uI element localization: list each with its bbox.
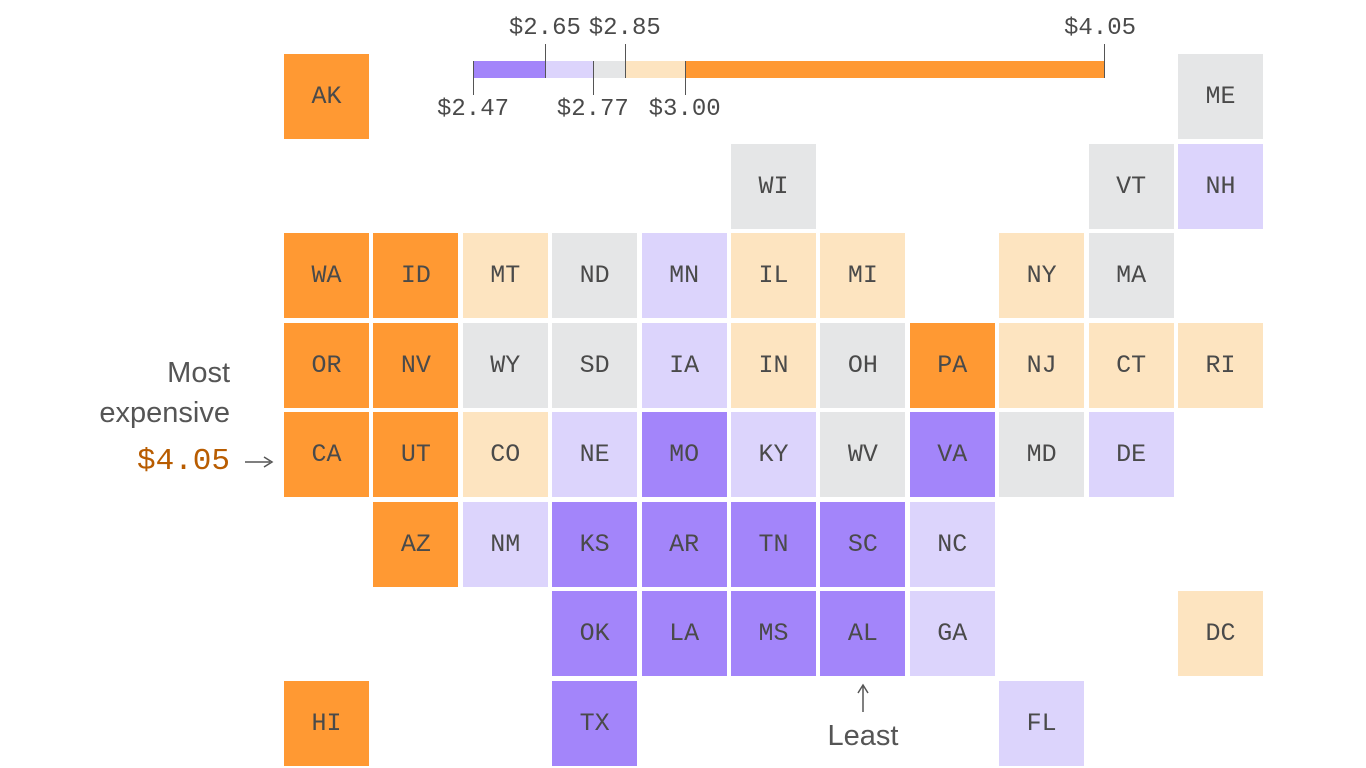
tile-md: MD [999,412,1085,497]
tile-id: ID [373,233,459,318]
tile-wv: WV [820,412,906,497]
legend-label: $4.05 [1063,15,1137,42]
tile-ms: MS [731,591,816,676]
most-expensive-label-2: expensive [99,397,230,429]
legend-tick [473,61,474,95]
legend-tick [592,61,594,95]
tile-nh: NH [1178,143,1263,229]
tile-nm: NM [462,501,548,587]
tile-dc: DC [1178,591,1263,676]
tile-ia: IA [641,322,727,408]
legend-tick [1104,44,1105,78]
tile-sd: SD [552,322,638,408]
tile-ga: GA [909,591,995,676]
least-expensive-label: Least [827,720,899,752]
legend-label: $2.47 [436,96,510,123]
tile-va: VA [909,412,995,497]
arrow-up-icon [857,683,869,712]
tile-or: OR [284,322,369,408]
tile-ut: UT [373,412,459,497]
tile-mn: MN [641,233,727,318]
tile-ks: KS [552,501,638,587]
legend-label: $2.85 [588,15,661,42]
legend-segment [473,61,545,78]
legend-segment [684,61,1104,78]
tile-co: CO [462,412,548,497]
tile-ok: OK [552,591,638,676]
tile-in: IN [731,322,816,408]
tile-ny: NY [999,233,1085,318]
tile-nd: ND [552,233,638,318]
tile-ky: KY [731,412,816,497]
legend-label: $3.00 [648,96,721,123]
tile-fl: FL [999,680,1085,766]
tile-ak: AK [284,54,369,139]
legend-label: $2.65 [508,15,581,42]
tile-wy: WY [462,322,548,408]
tile-mo: MO [641,412,727,497]
tile-ca: CA [284,412,369,497]
tile-ct: CT [1088,322,1174,408]
tile-tn: TN [731,501,816,587]
tile-pa: PA [909,322,995,408]
tile-ma: MA [1088,233,1174,318]
arrow-right-icon [245,456,274,468]
legend-segment [592,61,625,78]
legend-tick [624,44,626,78]
tile-tx: TX [552,680,638,766]
legend-label: $2.77 [556,96,629,123]
legend-segment [624,61,685,78]
tile-me: ME [1178,54,1263,139]
tile-wa: WA [284,233,369,318]
tile-az: AZ [373,501,459,587]
tile-ri: RI [1178,322,1263,408]
tile-sc: SC [820,501,906,587]
tile-nj: NJ [999,322,1085,408]
legend-tick [544,44,546,78]
most-expensive-label-1: Most [167,357,230,389]
tile-wi: WI [731,143,816,229]
tile-il: IL [731,233,816,318]
tile-de: DE [1088,412,1174,497]
tile-ar: AR [641,501,727,587]
legend-tick [684,61,686,95]
tile-al: AL [820,591,906,676]
tile-nv: NV [373,322,459,408]
tile-ne: NE [552,412,638,497]
legend-segment [544,61,593,78]
tile-vt: VT [1088,143,1174,229]
tile-la: LA [641,591,727,676]
tile-hi: HI [284,680,369,766]
tile-oh: OH [820,322,906,408]
tile-mi: MI [820,233,906,318]
tile-mt: MT [462,233,548,318]
tile-nc: NC [909,501,995,587]
most-expensive-value: $4.05 [136,444,230,479]
